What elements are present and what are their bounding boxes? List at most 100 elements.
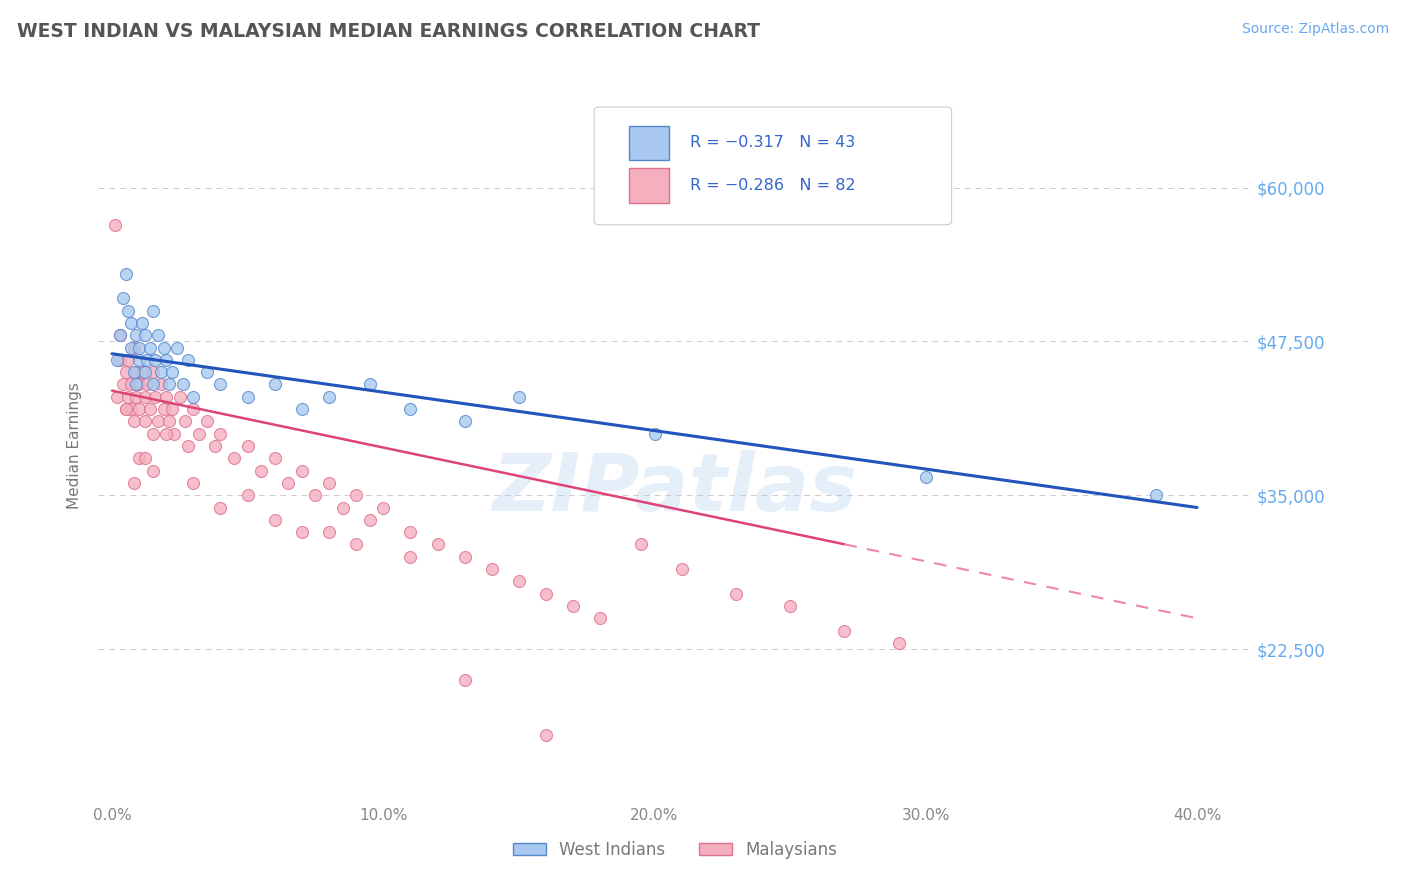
Point [183,475,205,490]
Bar [628,169,669,202]
Point [145,390,167,404]
Bar [628,126,669,160]
Point [157,377,180,392]
Point [344,537,367,551]
Point [139,341,162,355]
Point [166,341,188,355]
Point [453,414,475,428]
Point [111,291,134,305]
Point [122,341,145,355]
Point [104,218,127,232]
Point [195,365,218,379]
Point [481,562,503,576]
Point [318,475,340,490]
Point [914,469,936,483]
Point [131,365,153,379]
Point [250,464,273,478]
Point [236,390,259,404]
Point [128,402,150,417]
Point [589,611,612,625]
Point [108,328,131,343]
Point [671,562,693,576]
Point [399,525,422,540]
Point [183,402,205,417]
Point [263,451,285,466]
Point [134,328,156,343]
Point [134,451,156,466]
Point [160,402,183,417]
Point [125,390,148,404]
Point [291,402,314,417]
Point [779,599,801,613]
Point [534,728,557,742]
Point [1144,488,1167,502]
Point [160,365,183,379]
Point [125,377,148,392]
Point [142,377,165,392]
Point [187,426,209,441]
Point [373,500,395,515]
Point [136,377,159,392]
Point [277,475,299,490]
Point [169,390,191,404]
Point [222,451,245,466]
Point [236,488,259,502]
Point [155,426,177,441]
Point [177,439,200,453]
Point [508,390,530,404]
Point [120,341,142,355]
Point [453,673,475,687]
Point [128,352,150,367]
Point [209,426,232,441]
Legend: West Indians, Malaysians: West Indians, Malaysians [506,835,844,866]
Point [145,352,167,367]
Point [157,414,180,428]
Point [122,365,145,379]
Point [146,414,169,428]
Point [122,475,145,490]
Point [399,549,422,564]
Text: WEST INDIAN VS MALAYSIAN MEDIAN EARNINGS CORRELATION CHART: WEST INDIAN VS MALAYSIAN MEDIAN EARNINGS… [17,22,759,41]
Point [562,599,585,613]
Point [291,464,314,478]
Point [108,328,131,343]
Point [125,365,148,379]
Point [359,377,381,392]
Point [114,402,136,417]
Point [172,377,194,392]
Point [332,500,354,515]
Point [120,377,142,392]
Point [114,365,136,379]
Point [399,402,422,417]
Point [183,390,205,404]
Point [142,464,165,478]
Point [163,426,186,441]
Point [834,624,856,638]
Point [134,414,156,428]
Point [209,500,232,515]
Point [142,303,165,318]
Point [125,328,148,343]
Point [724,587,747,601]
Text: Source: ZipAtlas.com: Source: ZipAtlas.com [1241,22,1389,37]
Point [359,513,381,527]
Point [146,328,169,343]
Text: ZIPatlas: ZIPatlas [492,450,858,528]
Point [152,402,174,417]
Point [142,426,165,441]
Point [131,316,153,330]
Point [209,377,232,392]
Point [177,352,200,367]
Point [128,341,150,355]
Point [149,377,172,392]
Point [304,488,326,502]
Point [142,365,165,379]
Point [155,390,177,404]
Point [139,402,162,417]
Point [107,390,129,404]
Point [117,390,139,404]
Point [263,377,285,392]
Point [134,390,156,404]
Point [114,267,136,281]
Point [122,414,145,428]
